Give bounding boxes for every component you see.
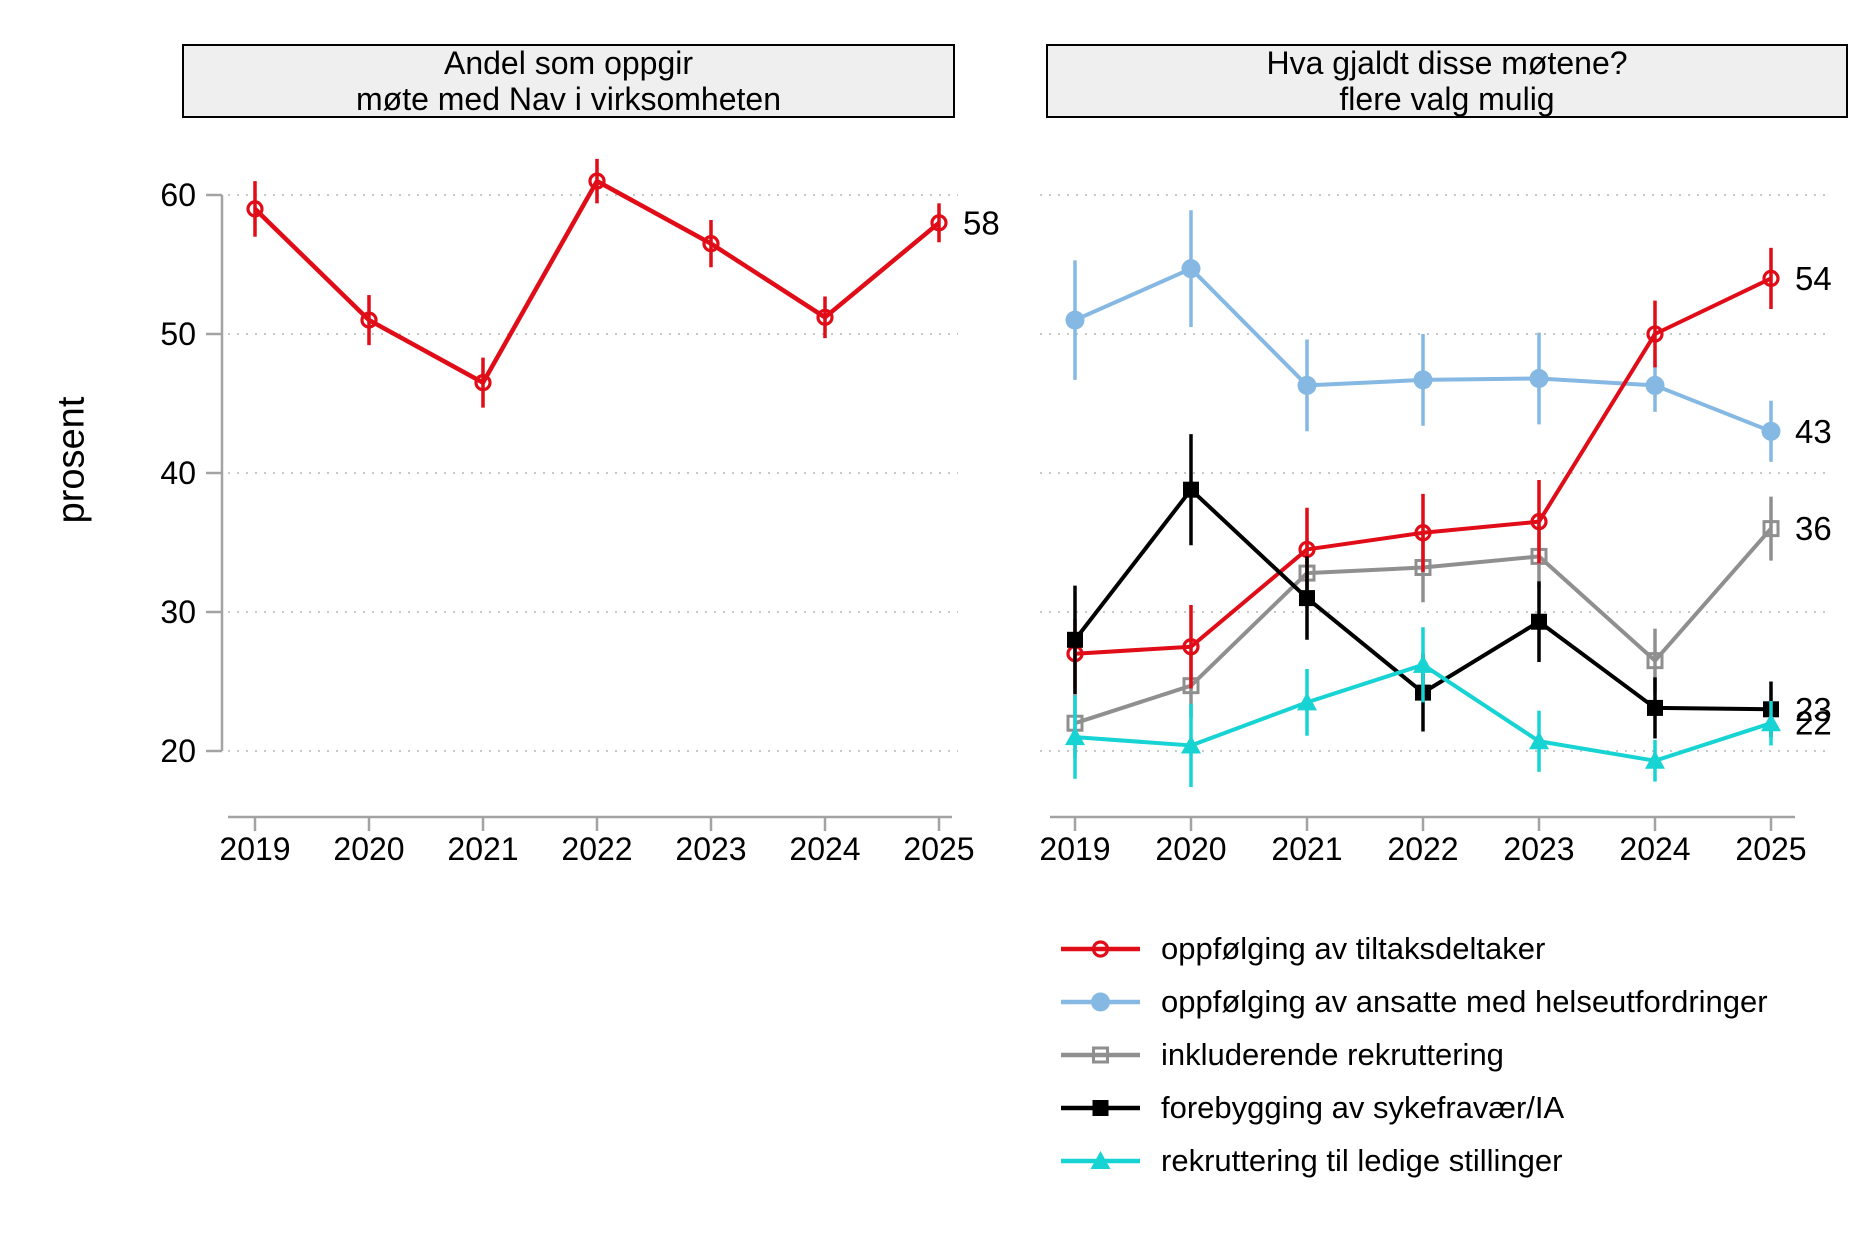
marker-filled-triangle: [1529, 731, 1549, 750]
series-rekruttering-til-ledige-stillinger: [1065, 627, 1781, 788]
panel-title-right-line1: Hva gjaldt disse møtene?: [1266, 45, 1628, 81]
panel-title-left-line2: møte med Nav i virksomheten: [355, 81, 781, 117]
marker-filled-triangle: [1413, 654, 1433, 673]
y-tick-label-20: 20: [160, 733, 196, 769]
marker-filled-circle: [1413, 370, 1433, 390]
legend-key-open-circle-icon: [1061, 939, 1140, 958]
value-label-58: 58: [963, 204, 1000, 241]
marker-filled-circle: [1297, 375, 1317, 395]
series-line: [253, 178, 941, 385]
legend-item-oppf-lging-av-tiltaksdeltaker: oppfølging av tiltaksdeltaker: [1058, 922, 1768, 975]
marker-open-square: [1092, 1046, 1109, 1063]
marker-filled-circle: [1761, 421, 1781, 441]
x-tick-label-2020: 2020: [333, 831, 404, 867]
marker-filled-square: [1092, 1099, 1109, 1116]
marker-filled-circle: [1181, 259, 1201, 279]
value-label-43: 43: [1795, 413, 1832, 450]
marker-filled-circle: [1645, 375, 1665, 395]
series-andel-som-oppgir-m-te-med-nav: [246, 158, 948, 408]
marker-filled-square: [1299, 590, 1315, 607]
x-tick-label-2020: 2020: [1155, 831, 1226, 867]
value-label-36: 36: [1795, 510, 1832, 547]
y-tick-label-30: 30: [160, 594, 196, 630]
panel-left: 20 30 40 50 60 2019 2020 2021 2022 2023 2024 2025 58: [160, 158, 1000, 867]
y-tick-label-60: 60: [160, 177, 196, 213]
marker-open-circle: [1530, 513, 1548, 531]
legend-label: forebygging av sykefravær/IA: [1161, 1089, 1565, 1125]
legend-label: rekruttering til ledige stillinger: [1161, 1142, 1563, 1178]
marker-filled-circle: [1091, 992, 1110, 1011]
y-tick-label-50: 50: [160, 316, 196, 352]
x-tick-label-2021: 2021: [447, 831, 518, 867]
marker-open-circle: [702, 235, 720, 253]
legend-label: oppfølging av tiltaksdeltaker: [1161, 930, 1546, 966]
marker-open-circle: [1091, 939, 1110, 958]
marker-filled-triangle: [1181, 735, 1201, 754]
x-tick-label-2024: 2024: [1619, 831, 1690, 867]
legend-label: oppfølging av ansatte med helseutfordrin…: [1161, 983, 1768, 1019]
marker-filled-triangle: [1645, 750, 1665, 769]
x-tick-label-2019: 2019: [1039, 831, 1110, 867]
x-tick-label-2024: 2024: [789, 831, 860, 867]
panel-title-left: Andel som oppgir møte med Nav i virksomh…: [182, 44, 955, 118]
marker-filled-circle: [1529, 368, 1549, 388]
marker-open-circle: [360, 311, 378, 329]
x-tick-label-2025: 2025: [903, 831, 974, 867]
marker-filled-triangle: [1761, 713, 1781, 732]
marker-open-circle: [1414, 524, 1432, 542]
marker-open-circle: [1182, 638, 1200, 656]
x-tick-label-2019: 2019: [219, 831, 290, 867]
marker-filled-triangle: [1065, 727, 1085, 746]
legend-key-filled-triangle-icon: [1061, 1150, 1140, 1169]
series-oppf-lging-av-ansatte-med-helseutfordringer: [1065, 210, 1781, 462]
x-tick-label-2025: 2025: [1735, 831, 1806, 867]
legend-key-filled-square-icon: [1061, 1099, 1140, 1116]
marker-open-circle: [588, 172, 606, 190]
x-tick-label-2023: 2023: [675, 831, 746, 867]
x-tick-label-2022: 2022: [561, 831, 632, 867]
marker-open-square: [1646, 652, 1664, 670]
marker-open-circle: [1646, 325, 1664, 343]
marker-filled-square: [1531, 613, 1547, 630]
series-line: [1074, 276, 1772, 656]
legend-item-oppf-lging-av-ansatte-med-helseutfordringer: oppfølging av ansatte med helseutfordrin…: [1058, 975, 1768, 1028]
legend-label: inkluderende rekruttering: [1161, 1036, 1504, 1072]
legend-item-rekruttering-til-ledige-stillinger: rekruttering til ledige stillinger: [1058, 1134, 1768, 1187]
marker-filled-triangle: [1090, 1150, 1111, 1169]
marker-open-circle: [1762, 269, 1780, 287]
marker-open-circle: [474, 374, 492, 392]
x-tick-label-2022: 2022: [1387, 831, 1458, 867]
marker-open-circle: [816, 308, 834, 326]
value-label-54: 54: [1795, 260, 1832, 297]
marker-open-circle: [246, 200, 264, 218]
y-tick-label-40: 40: [160, 455, 196, 491]
x-tick-label-2021: 2021: [1271, 831, 1342, 867]
marker-filled-triangle: [1297, 692, 1317, 711]
panel-title-left-line1: Andel som oppgir: [443, 45, 694, 81]
marker-filled-square: [1647, 699, 1663, 716]
marker-open-circle: [930, 214, 948, 232]
legend-key-open-square-icon: [1061, 1046, 1140, 1063]
legend: oppfølging av tiltaksdeltaker oppfølging …: [1058, 922, 1768, 1187]
panel-title-right-line2: flere valg mulig: [1339, 81, 1555, 117]
value-label-22: 22: [1795, 705, 1832, 742]
value-label-23: 23: [1795, 691, 1832, 728]
marker-filled-circle: [1065, 310, 1085, 330]
series-oppf-lging-av-tiltaksdeltaker: [1066, 247, 1780, 689]
legend-key-filled-circle-icon: [1061, 992, 1140, 1011]
panel-title-right: Hva gjaldt disse møtene? flere valg muli…: [1046, 44, 1848, 118]
legend-item-forebygging-av-sykefrav-r-ia: forebygging av sykefravær/IA: [1058, 1081, 1768, 1134]
y-axis-title: prosent: [50, 396, 93, 524]
marker-open-square: [1762, 520, 1780, 538]
marker-filled-square: [1183, 481, 1199, 498]
legend-item-inkluderende-rekruttering: inkluderende rekruttering: [1058, 1028, 1768, 1081]
marker-filled-square: [1067, 631, 1083, 648]
x-tick-label-2023: 2023: [1503, 831, 1574, 867]
